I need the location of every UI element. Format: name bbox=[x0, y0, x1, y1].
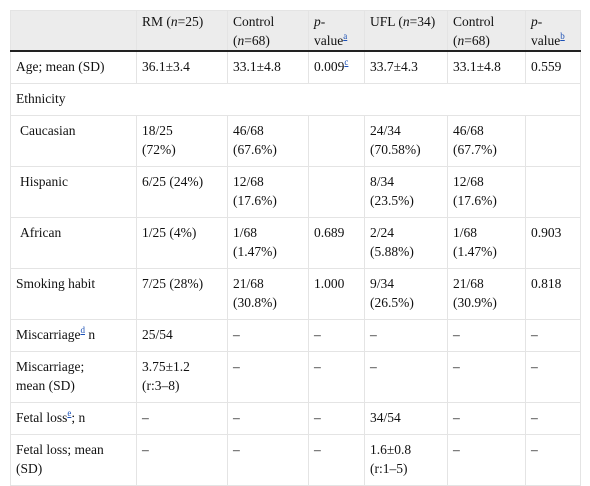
row-label: Miscarriage; mean (SD) bbox=[10, 351, 137, 403]
header-control-2: Control (n=68) bbox=[447, 10, 526, 52]
table-cell: 9/34 (26.5%) bbox=[364, 268, 448, 320]
table-cell: – bbox=[136, 434, 228, 486]
table-cell: – bbox=[525, 319, 581, 352]
header-blank bbox=[10, 10, 137, 52]
table-cell: – bbox=[227, 319, 309, 352]
table-cell: – bbox=[447, 434, 526, 486]
table-cell: 36.1±3.4 bbox=[136, 50, 228, 84]
header-p-value-1: p-valuea bbox=[308, 10, 365, 52]
table-row: Hispanic 6/25 (24%) 12/68 (17.6%) 8/34 (23… bbox=[10, 166, 581, 218]
table-row: African 1/25 (4%) 1/68 (1.47%) 0.689 2/24… bbox=[10, 217, 581, 269]
table-cell: 1/68 (1.47%) bbox=[447, 217, 526, 269]
header-ufl: UFL (n=34) bbox=[364, 10, 448, 52]
table-cell bbox=[525, 166, 581, 218]
table-cell: 18/25 (72%) bbox=[136, 115, 228, 167]
table-cell: – bbox=[136, 402, 228, 435]
data-table: RM (n=25) Control (n=68) p-valuea UFL (n=… bbox=[10, 10, 581, 486]
table-cell bbox=[308, 166, 365, 218]
row-label: Miscarriaged n bbox=[10, 319, 137, 352]
table-row: Fetal loss; mean (SD) – – – 1.6±0.8 (r:1–5… bbox=[10, 434, 581, 486]
table-cell: 1/25 (4%) bbox=[136, 217, 228, 269]
table-cell: 8/34 (23.5%) bbox=[364, 166, 448, 218]
table-cell: 0.689 bbox=[308, 217, 365, 269]
table-cell: – bbox=[227, 402, 309, 435]
table-cell: – bbox=[525, 402, 581, 435]
row-label: Fetal loss; mean (SD) bbox=[10, 434, 137, 486]
table-row: Age; mean (SD) 36.1±3.4 33.1±4.8 0.009c … bbox=[10, 50, 581, 84]
table-row: Miscarriaged n 25/54 – – – – – bbox=[10, 319, 581, 352]
row-label: Fetal losse; n bbox=[10, 402, 137, 435]
table-cell: 25/54 bbox=[136, 319, 228, 352]
table-row: Caucasian 18/25 (72%) 46/68 (67.6%) 24/34(… bbox=[10, 115, 581, 167]
table-cell: 0.009c bbox=[308, 50, 365, 84]
table-cell: 21/68 (30.8%) bbox=[227, 268, 309, 320]
table-cell: 34/54 bbox=[364, 402, 448, 435]
table-cell: 6/25 (24%) bbox=[136, 166, 228, 218]
row-label: Caucasian bbox=[10, 115, 137, 167]
table-row: Ethnicity bbox=[10, 83, 581, 116]
table-cell: – bbox=[447, 402, 526, 435]
footnote-d-link[interactable]: d bbox=[80, 324, 85, 335]
table-cell: 2/24 (5.88%) bbox=[364, 217, 448, 269]
section-label-ethnicity: Ethnicity bbox=[10, 83, 581, 116]
table-cell: 0.903 bbox=[525, 217, 581, 269]
table-cell: – bbox=[308, 434, 365, 486]
table-cell: 21/68 (30.9%) bbox=[447, 268, 526, 320]
table-cell: 0.559 bbox=[525, 50, 581, 84]
table-cell: 1.6±0.8 (r:1–5) bbox=[364, 434, 448, 486]
footnote-c-link[interactable]: c bbox=[344, 56, 349, 67]
table-cell: 46/68 (67.7%) bbox=[447, 115, 526, 167]
table-cell: 7/25 (28%) bbox=[136, 268, 228, 320]
table-cell: – bbox=[308, 351, 365, 403]
table-cell: – bbox=[227, 434, 309, 486]
table-cell: 33.1±4.8 bbox=[447, 50, 526, 84]
row-label: Age; mean (SD) bbox=[10, 50, 137, 84]
table-row: Fetal losse; n – – – 34/54 – – bbox=[10, 402, 581, 435]
table-cell: 3.75±1.2 (r:3–8) bbox=[136, 351, 228, 403]
table-cell: – bbox=[364, 351, 448, 403]
table-cell: 0.818 bbox=[525, 268, 581, 320]
table-header: RM (n=25) Control (n=68) p-valuea UFL (n=… bbox=[10, 10, 581, 52]
table-cell: – bbox=[364, 319, 448, 352]
footnote-a-link[interactable]: a bbox=[343, 30, 348, 41]
footnote-b-link[interactable]: b bbox=[560, 30, 565, 41]
table-cell: 1/68 (1.47%) bbox=[227, 217, 309, 269]
table-cell: – bbox=[525, 434, 581, 486]
table-cell: – bbox=[447, 351, 526, 403]
table-cell: 46/68 (67.6%) bbox=[227, 115, 309, 167]
table-cell: – bbox=[308, 319, 365, 352]
row-label: Smoking habit bbox=[10, 268, 137, 320]
table-row: Smoking habit 7/25 (28%) 21/68 (30.8%) 1.… bbox=[10, 268, 581, 320]
table-cell: 33.1±4.8 bbox=[227, 50, 309, 84]
table-cell: 24/34 (70.58%) bbox=[364, 115, 448, 167]
table-cell: – bbox=[308, 402, 365, 435]
table-row: Miscarriage; mean (SD) 3.75±1.2 (r:3–8) – … bbox=[10, 351, 581, 403]
table-cell bbox=[308, 115, 365, 167]
table-cell: 12/68 (17.6%) bbox=[447, 166, 526, 218]
table-cell: – bbox=[525, 351, 581, 403]
table-cell: – bbox=[447, 319, 526, 352]
header-control-1: Control (n=68) bbox=[227, 10, 309, 52]
table-cell: – bbox=[227, 351, 309, 403]
row-label: African bbox=[10, 217, 137, 269]
table-cell bbox=[525, 115, 581, 167]
table-cell: 12/68 (17.6%) bbox=[227, 166, 309, 218]
header-p-value-2: p-valueb bbox=[525, 10, 581, 52]
table-cell: 1.000 bbox=[308, 268, 365, 320]
row-label: Hispanic bbox=[10, 166, 137, 218]
header-rm: RM (n=25) bbox=[136, 10, 228, 52]
table-cell: 33.7±4.3 bbox=[364, 50, 448, 84]
footnote-e-link[interactable]: e bbox=[67, 407, 72, 418]
